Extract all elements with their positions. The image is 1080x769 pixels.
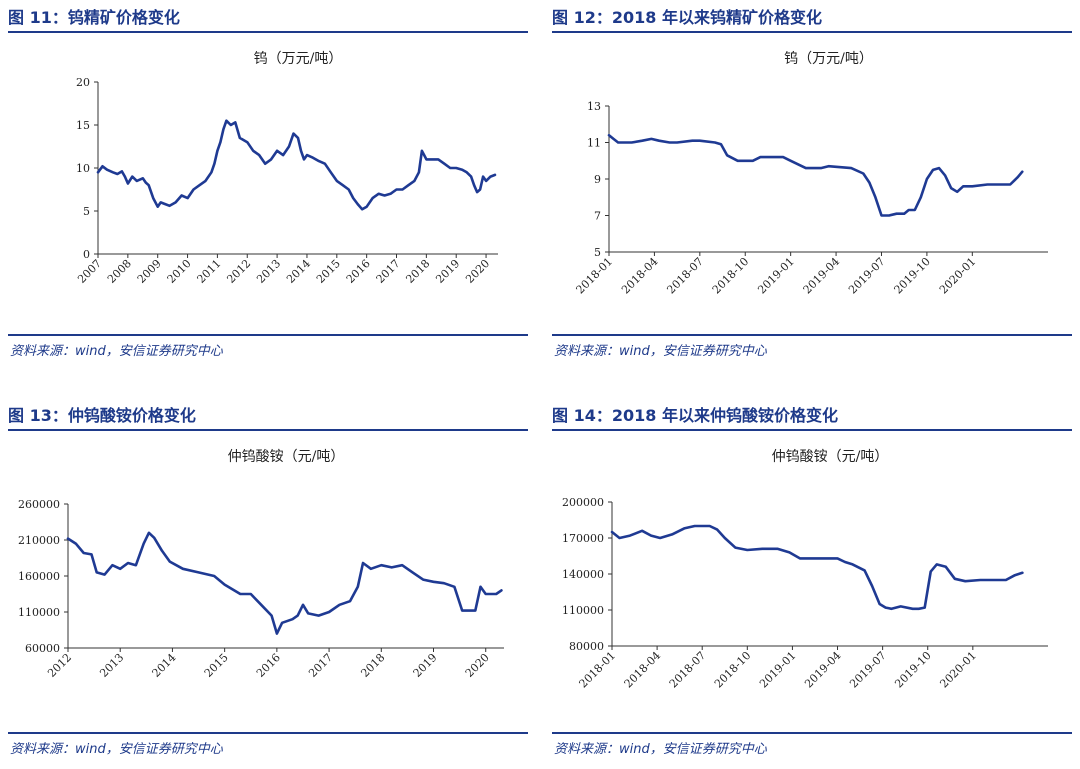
y-tick-label: 260000	[18, 498, 60, 511]
chart-title: 钨（万元/吨）	[254, 51, 343, 67]
figure-panel-4: 图 14：2018 年以来仲钨酸铵价格变化 仲钨酸铵（元/吨） 80000 1100…	[552, 402, 1072, 762]
y-tick-label: 15	[76, 119, 90, 132]
figure-panel-2: 图 12：2018 年以来钨精矿价格变化 钨（万元/吨） 5 7 9 11 13 2018-…	[552, 4, 1072, 364]
y-tick-label: 10	[76, 162, 90, 175]
chart-title: 仲钨酸铵（元/吨）	[772, 449, 889, 465]
x-tick-label: 2007	[75, 257, 104, 286]
y-tick-label: 60000	[25, 642, 60, 655]
chart-title: 钨（万元/吨）	[784, 51, 873, 67]
top-rule	[8, 31, 528, 33]
top-rule	[8, 429, 528, 431]
y-tick-label: 5	[594, 246, 601, 259]
x-tick-label: 2018	[358, 651, 387, 680]
chart-4: 仲钨酸铵（元/吨） 80000 110000 140000 170000 200000 20…	[562, 449, 1048, 691]
y-tick-label: 110000	[562, 604, 604, 617]
y-tick-label: 9	[594, 173, 601, 186]
x-tick-label: 2019-04	[802, 649, 844, 691]
source-note: 资料来源：wind，安信证券研究中心	[554, 344, 767, 359]
x-tick-label: 2018-04	[622, 649, 664, 691]
x-tick-label: 2013	[97, 651, 126, 680]
y-tick-label: 200000	[562, 496, 604, 509]
y-tick-label: 11	[587, 137, 601, 150]
y-tick-label: 5	[83, 205, 90, 218]
series-line	[66, 531, 503, 635]
x-tick-label: 2019-01	[757, 649, 799, 691]
x-tick-label: 2017	[306, 651, 335, 680]
x-tick-label: 2020-01	[937, 255, 979, 297]
figure-title: 图 14：2018 年以来仲钨酸铵价格变化	[552, 406, 838, 425]
x-tick-label: 2019	[411, 651, 440, 680]
x-tick-label: 2009	[135, 257, 164, 286]
x-tick-label: 2018	[403, 257, 432, 286]
figure-panel-1: 图 11：钨精矿价格变化 钨（万元/吨） 0 5 10 15 20 2007 2008 2009…	[8, 4, 528, 364]
x-tick-label: 2019-07	[846, 255, 888, 297]
x-tick-label: 2019-10	[892, 649, 934, 691]
y-tick-label: 13	[587, 100, 601, 113]
x-tick-label: 2019	[433, 257, 462, 286]
x-tick-label: 2018-10	[712, 649, 754, 691]
x-tick-label: 2016	[344, 257, 373, 286]
y-tick-label: 80000	[569, 640, 604, 653]
x-tick-label: 2014	[284, 257, 313, 286]
x-tick-label: 2015	[202, 651, 231, 680]
y-tick-label: 110000	[18, 606, 60, 619]
x-tick-label: 2012	[45, 651, 74, 680]
chart-2: 钨（万元/吨） 5 7 9 11 13 2018-01 2018-04 2018-07 2018-…	[574, 51, 1048, 297]
y-tick-label: 210000	[18, 534, 60, 547]
x-tick-label: 2020-01	[937, 649, 979, 691]
y-tick-label: 20	[76, 76, 90, 89]
x-tick-label: 2018-07	[664, 255, 706, 297]
x-tick-label: 2019-10	[891, 255, 933, 297]
x-tick-label: 2015	[314, 257, 343, 286]
source-note: 资料来源：wind，安信证券研究中心	[10, 742, 223, 757]
x-tick-label: 2020	[463, 257, 492, 286]
y-tick-label: 140000	[562, 568, 604, 581]
figure-title: 图 12：2018 年以来钨精矿价格变化	[552, 8, 822, 27]
x-tick-label: 2017	[374, 257, 403, 286]
source-note: 资料来源：wind，安信证券研究中心	[10, 344, 223, 359]
x-tick-label: 2019-07	[847, 649, 889, 691]
series-line	[96, 119, 497, 211]
source-note: 资料来源：wind，安信证券研究中心	[554, 742, 767, 757]
x-tick-label: 2012	[224, 257, 253, 286]
x-tick-label: 2018-01	[577, 649, 619, 691]
y-tick-label: 170000	[562, 532, 604, 545]
x-tick-label: 2018-04	[619, 255, 661, 297]
chart-title: 仲钨酸铵（元/吨）	[228, 449, 345, 465]
x-tick-label: 2019-04	[801, 255, 843, 297]
bottom-rule	[552, 732, 1072, 734]
y-tick-label: 160000	[18, 570, 60, 583]
x-tick-label: 2013	[254, 257, 283, 286]
x-tick-label: 2019-01	[755, 255, 797, 297]
bottom-rule	[552, 334, 1072, 336]
top-rule	[552, 429, 1072, 431]
x-tick-label: 2014	[150, 651, 179, 680]
x-tick-label: 2008	[105, 257, 134, 286]
top-rule	[552, 31, 1072, 33]
bottom-rule	[8, 732, 528, 734]
series-line	[610, 524, 1024, 611]
bottom-rule	[8, 334, 528, 336]
x-tick-label: 2018-10	[710, 255, 752, 297]
x-tick-label: 2011	[195, 257, 224, 286]
x-tick-label: 2018-01	[574, 255, 616, 297]
x-tick-label: 2018-07	[667, 649, 709, 691]
figure-panel-3: 图 13：仲钨酸铵价格变化 仲钨酸铵（元/吨） 60000 110000 160000…	[8, 402, 528, 762]
series-line	[607, 133, 1024, 217]
x-tick-label: 2016	[254, 651, 283, 680]
y-tick-label: 0	[83, 248, 90, 261]
x-tick-label: 2010	[165, 257, 194, 286]
figure-title: 图 11：钨精矿价格变化	[8, 8, 180, 27]
y-tick-label: 7	[594, 210, 601, 223]
x-tick-label: 2020	[463, 651, 492, 680]
figure-title: 图 13：仲钨酸铵价格变化	[8, 406, 196, 425]
chart-3: 仲钨酸铵（元/吨） 60000 110000 160000 210000 260000 20…	[18, 449, 504, 680]
